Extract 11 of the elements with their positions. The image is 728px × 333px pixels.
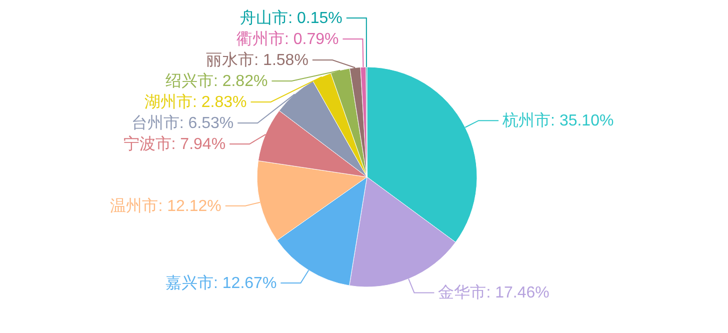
- slice-label: 舟山市: 0.15%: [240, 9, 342, 27]
- slice-label: 杭州市: 35.10%: [502, 112, 614, 130]
- slice-label: 温州市: 12.12%: [110, 196, 222, 215]
- slice-label: 金华市: 17.46%: [438, 284, 550, 302]
- slice-label: 嘉兴市: 12.67%: [166, 274, 277, 292]
- slice-label: 绍兴市: 2.82%: [165, 72, 268, 90]
- slice-label: 宁波市: 7.94%: [123, 135, 226, 153]
- slice-label: 丽水市: 1.58%: [206, 51, 308, 69]
- slice-label: 台州市: 6.53%: [131, 114, 234, 132]
- slice-label: 湖州市: 2.83%: [144, 93, 247, 111]
- slice-label: 衢州市: 0.79%: [236, 30, 339, 48]
